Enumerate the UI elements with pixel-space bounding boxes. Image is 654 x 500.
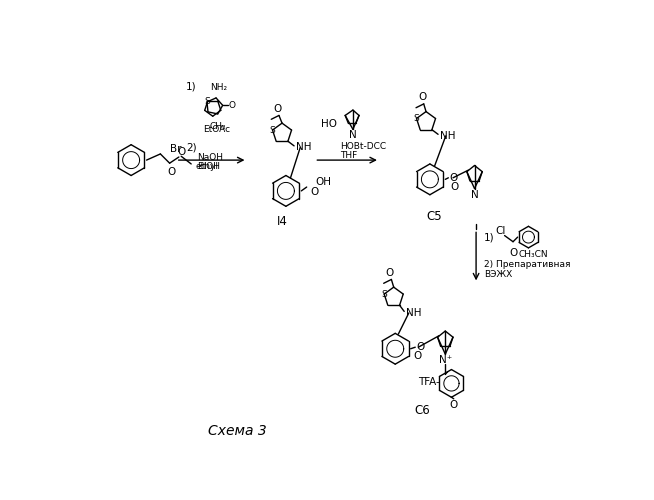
Text: OH: OH xyxy=(315,178,331,188)
Text: N: N xyxy=(349,130,357,140)
Text: NH: NH xyxy=(296,142,311,152)
Text: O: O xyxy=(229,101,236,110)
Text: S: S xyxy=(413,114,419,123)
Text: ethyl: ethyl xyxy=(195,162,218,171)
Text: O: O xyxy=(418,92,426,102)
Text: O: O xyxy=(449,173,457,183)
Text: NaOH: NaOH xyxy=(198,152,224,162)
Text: EtOH: EtOH xyxy=(198,162,220,171)
Text: S: S xyxy=(204,98,210,106)
Text: 1): 1) xyxy=(484,232,494,242)
Text: 2): 2) xyxy=(186,142,196,152)
Text: O: O xyxy=(167,168,175,177)
Text: ВЭЖХ: ВЭЖХ xyxy=(484,270,512,278)
Text: HO: HO xyxy=(322,119,337,129)
Text: O: O xyxy=(451,182,459,192)
Text: THF: THF xyxy=(340,151,357,160)
Text: O: O xyxy=(273,104,282,114)
Text: NH₂: NH₂ xyxy=(210,83,227,92)
Text: NH: NH xyxy=(405,308,421,318)
Text: 2) Препаративная: 2) Препаративная xyxy=(484,260,570,268)
Text: TFA-: TFA- xyxy=(419,377,440,387)
Text: C6: C6 xyxy=(415,404,430,417)
Text: NH: NH xyxy=(439,131,455,141)
Text: 1): 1) xyxy=(186,82,196,92)
Text: N⁺: N⁺ xyxy=(439,356,452,366)
Text: S: S xyxy=(381,290,387,298)
Text: O: O xyxy=(311,186,318,196)
Text: CH₃: CH₃ xyxy=(209,122,226,130)
Text: O: O xyxy=(416,342,424,352)
Text: N: N xyxy=(471,190,479,200)
Text: O: O xyxy=(386,268,394,278)
Text: Cl: Cl xyxy=(495,226,506,236)
Text: S: S xyxy=(269,126,275,134)
Text: CH₃CN: CH₃CN xyxy=(519,250,548,258)
Text: C5: C5 xyxy=(426,210,441,223)
Text: O: O xyxy=(177,148,185,158)
Text: O: O xyxy=(414,352,422,362)
Text: I4: I4 xyxy=(277,215,288,228)
Text: O: O xyxy=(450,400,458,410)
Text: HOBt-DCC: HOBt-DCC xyxy=(340,142,386,150)
Text: O: O xyxy=(509,248,517,258)
Text: Схема 3: Схема 3 xyxy=(208,424,267,438)
Text: EtOAc: EtOAc xyxy=(203,125,230,134)
Text: Br: Br xyxy=(169,144,181,154)
